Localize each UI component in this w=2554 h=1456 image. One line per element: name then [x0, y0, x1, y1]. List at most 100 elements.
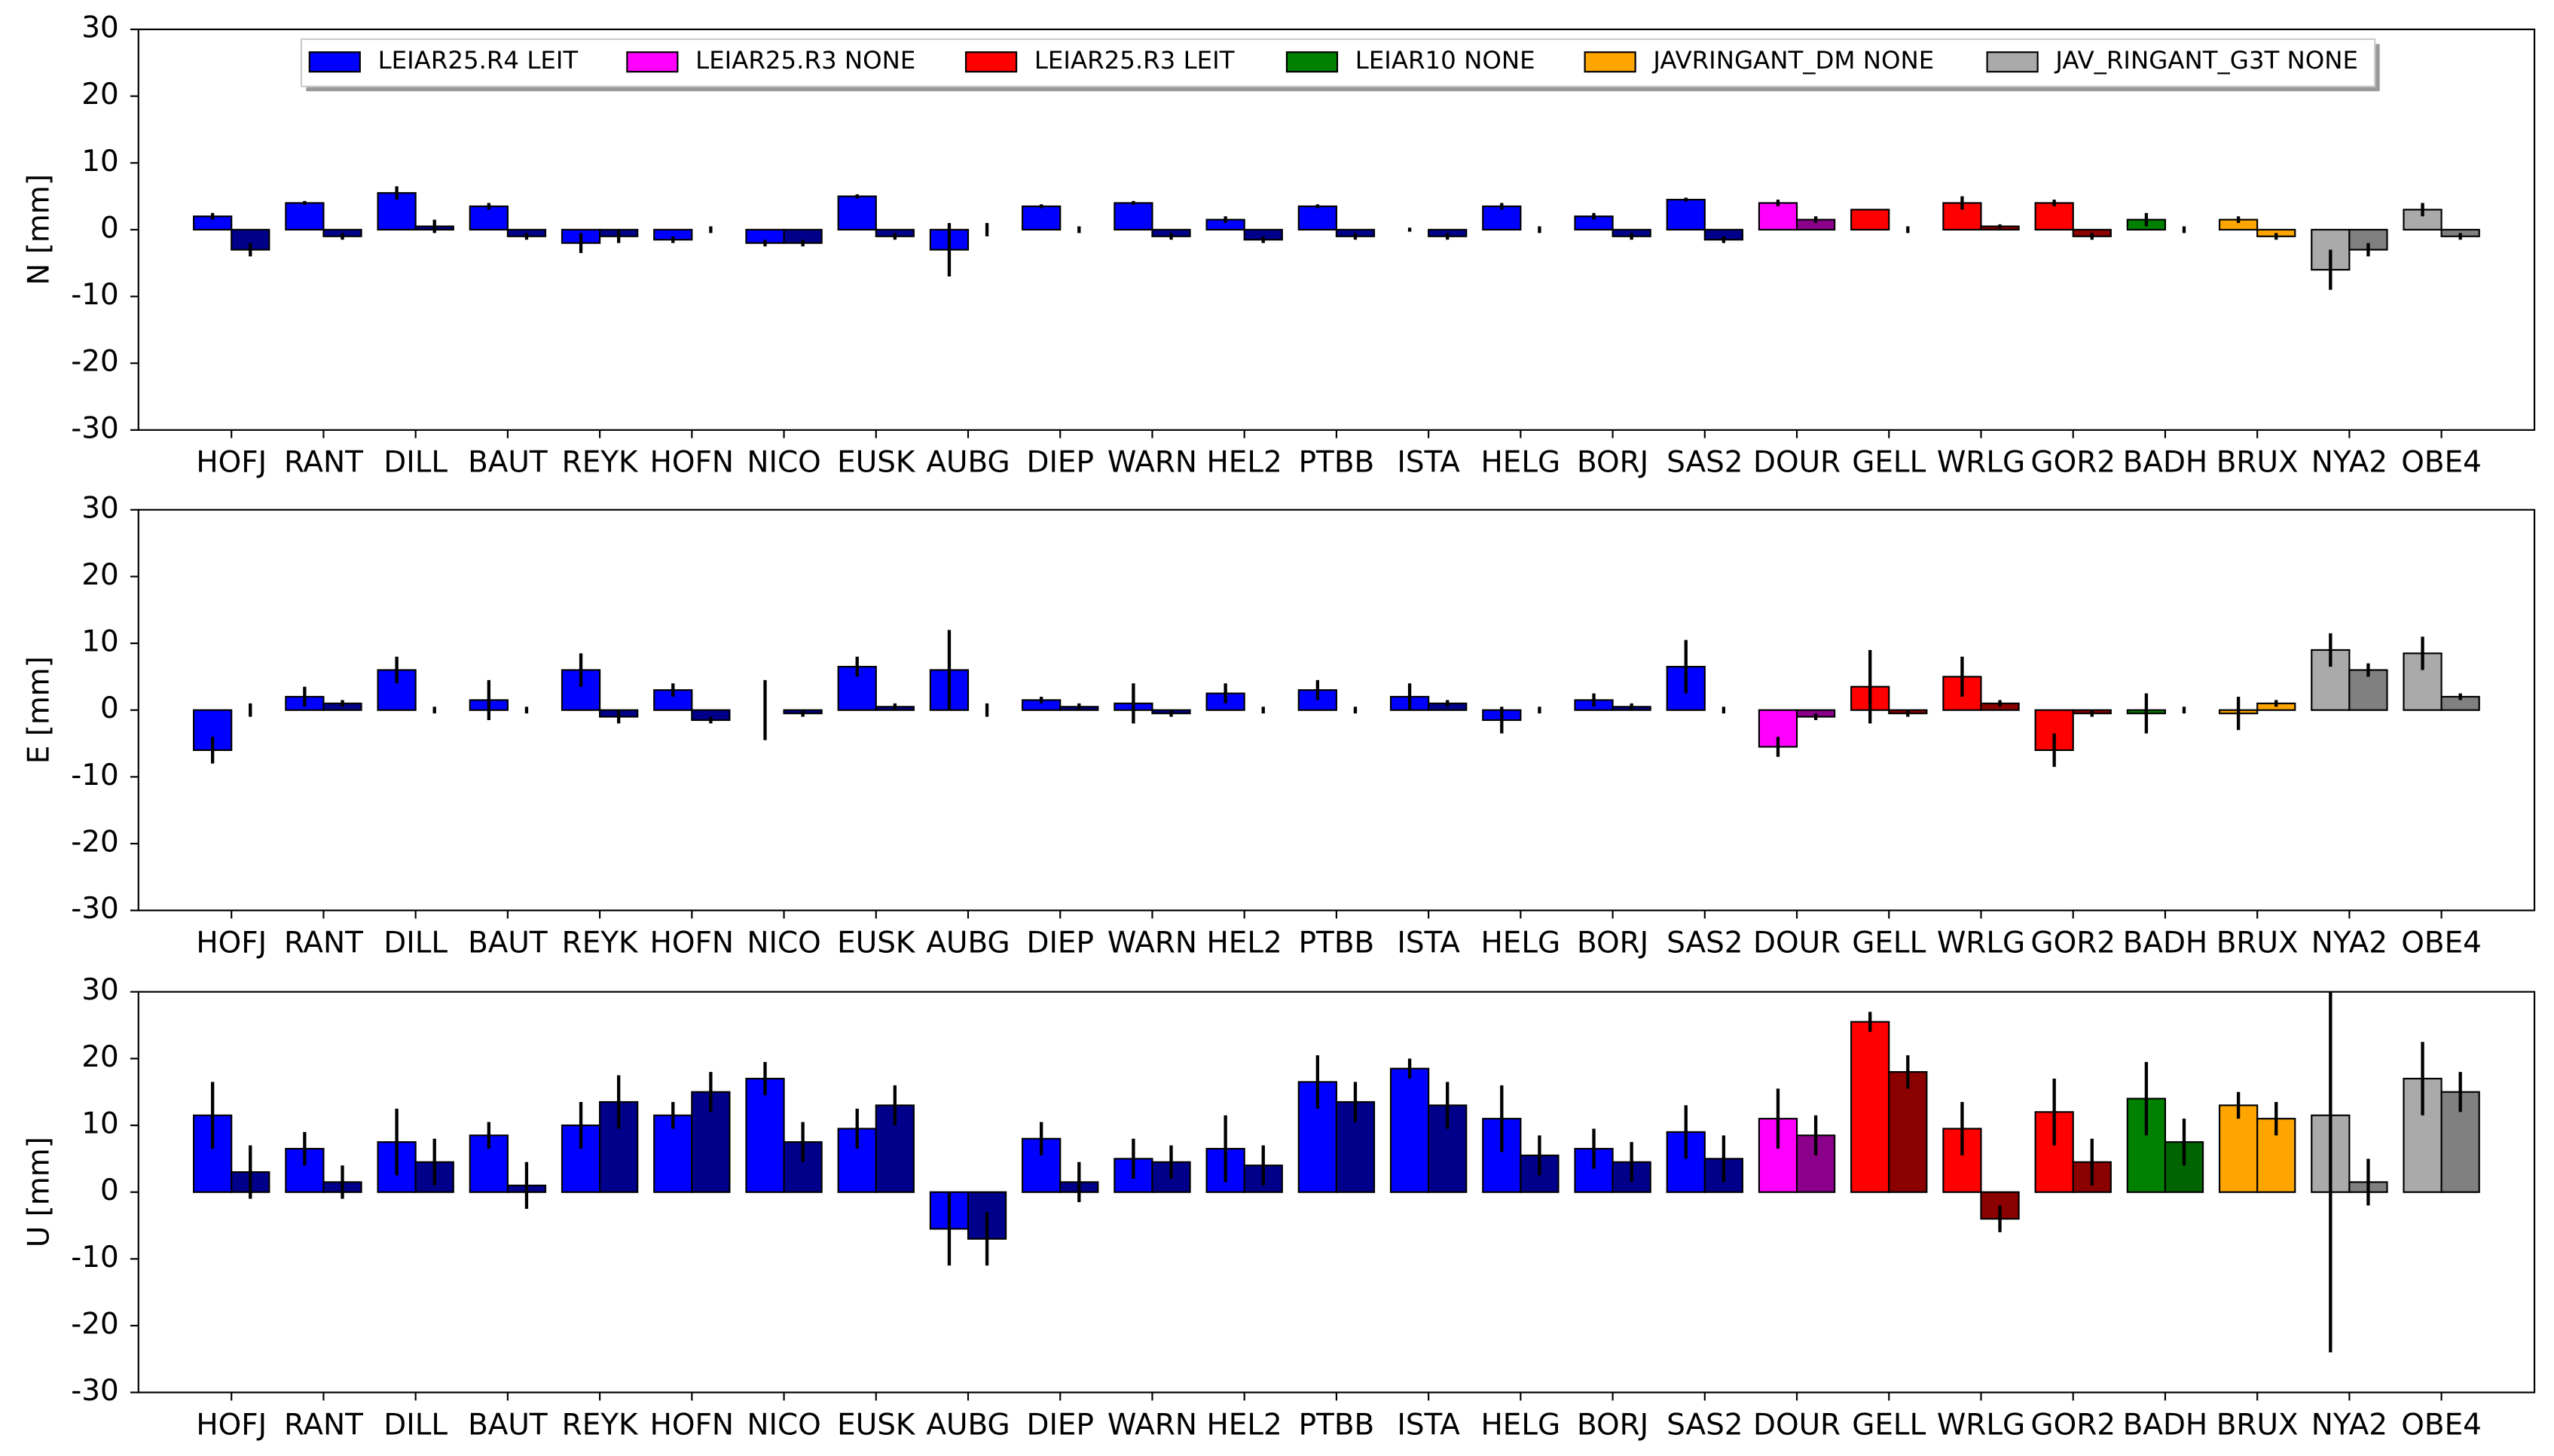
x-tick-label: AUBG	[926, 1408, 1010, 1442]
x-tick-label: BADH	[2123, 1408, 2208, 1442]
x-tick-label: NYA2	[2311, 446, 2388, 480]
axes-frame	[137, 28, 2536, 431]
x-tick-label: DIEP	[1026, 1408, 1093, 1442]
x-tick-label: NICO	[747, 446, 820, 480]
x-tick-label: PTBB	[1299, 926, 1375, 960]
x-tick-label: BORJ	[1577, 926, 1648, 960]
legend-swatch	[1584, 51, 1636, 73]
legend-label: LEIAR25.R3 LEIT	[1034, 46, 1235, 75]
bar	[1666, 198, 1706, 231]
y-tick-label: 10	[81, 625, 119, 659]
x-tick-label: AUBG	[926, 926, 1010, 960]
y-tick-label: 0	[100, 691, 119, 725]
x-tick-label: HOFN	[650, 446, 734, 480]
x-tick-label: GELL	[1852, 926, 1926, 960]
x-tick-label: WARN	[1107, 926, 1197, 960]
x-tick-label: EUSK	[837, 446, 916, 480]
x-tick-label: OBE4	[2401, 1408, 2482, 1442]
x-tick-label: BAUT	[468, 926, 548, 960]
x-tick-label: SAS2	[1667, 1408, 1743, 1442]
bar	[2034, 709, 2074, 751]
x-tick-label: BAUT	[468, 1408, 548, 1442]
bar	[1758, 202, 1798, 231]
x-tick-label: BRUX	[2216, 1408, 2299, 1442]
legend: LEIAR25.R4 LEIT LEIAR25.R3 NONE LEIAR25.R3…	[300, 38, 2380, 92]
x-tick-label: ISTA	[1397, 446, 1460, 480]
x-tick-label: DILL	[383, 1408, 448, 1442]
bar	[1389, 1067, 1430, 1193]
x-tick-label: HELG	[1481, 446, 1561, 480]
x-tick-label: DOUR	[1753, 926, 1841, 960]
x-tick-label: BORJ	[1577, 446, 1648, 480]
bar	[469, 205, 509, 231]
x-tick-label: BADH	[2123, 446, 2208, 480]
legend-label: LEIAR25.R4 LEIT	[378, 46, 579, 75]
x-tick-label: ISTA	[1397, 1408, 1460, 1442]
x-tick-label: ISTA	[1397, 926, 1460, 960]
x-tick-label: RANT	[284, 446, 363, 480]
legend-swatch	[308, 51, 361, 73]
x-tick-label: REYK	[562, 446, 639, 480]
x-tick-label: GOR2	[2030, 1408, 2116, 1442]
y-tick-label: 0	[100, 211, 119, 245]
x-tick-label: DILL	[383, 926, 448, 960]
legend-swatch	[626, 51, 679, 73]
x-tick-label: NYA2	[2311, 926, 2388, 960]
bar	[837, 195, 877, 231]
y-tick-label: -10	[71, 759, 119, 792]
y-tick-label: 10	[81, 145, 119, 179]
x-tick-label: SAS2	[1667, 446, 1743, 480]
legend-label: LEIAR10 NONE	[1355, 46, 1535, 75]
x-tick-label: RANT	[284, 1408, 363, 1442]
x-tick-label: BORJ	[1577, 1408, 1648, 1442]
bar	[1114, 202, 1153, 231]
x-tick-label: OBE4	[2401, 446, 2482, 480]
x-tick-label: DOUR	[1753, 1408, 1841, 1442]
x-tick-label: GELL	[1852, 1408, 1926, 1442]
y-tick-label: 30	[81, 491, 119, 525]
y-tick-label: 20	[81, 78, 119, 111]
y-tick-label: 20	[81, 1040, 119, 1074]
x-tick-label: RANT	[284, 926, 363, 960]
bar	[2218, 1104, 2259, 1193]
y-tick-label: -10	[71, 1241, 119, 1274]
axes-frame	[137, 508, 2536, 911]
plot-area	[193, 630, 2480, 768]
legend-swatch	[964, 51, 1018, 73]
x-tick-label: BADH	[2123, 926, 2208, 960]
x-tick-label: NICO	[747, 1408, 820, 1442]
bar	[377, 192, 417, 231]
bar	[285, 202, 325, 231]
legend-swatch	[1986, 51, 2039, 73]
x-tick-label: EUSK	[837, 926, 916, 960]
bar	[1022, 205, 1062, 231]
x-tick-label: BAUT	[468, 446, 548, 480]
x-tick-label: WRLG	[1937, 926, 2025, 960]
x-tick-label: REYK	[562, 926, 639, 960]
x-tick-label: REYK	[562, 1408, 639, 1442]
y-axis-label: E [mm]	[23, 656, 57, 764]
x-tick-label: HEL2	[1207, 926, 1282, 960]
x-tick-label: HOFJ	[196, 446, 267, 480]
legend-label: LEIAR25.R3 NONE	[695, 46, 915, 75]
y-tick-label: 0	[100, 1174, 119, 1207]
x-tick-label: PTBB	[1299, 446, 1375, 480]
x-tick-label: GOR2	[2030, 926, 2116, 960]
plot-area	[193, 991, 2480, 1353]
bar	[2164, 1141, 2204, 1193]
x-tick-label: HEL2	[1207, 446, 1282, 480]
x-tick-label: HOFJ	[196, 1408, 267, 1442]
y-tick-label: 10	[81, 1107, 119, 1141]
x-tick-label: WRLG	[1937, 446, 2025, 480]
y-tick-label: -20	[71, 826, 119, 859]
y-tick-label: -10	[71, 278, 119, 312]
y-tick-label: 30	[81, 11, 119, 45]
x-tick-label: SAS2	[1667, 926, 1743, 960]
bar	[1297, 205, 1337, 231]
bar	[1888, 1071, 1928, 1193]
y-tick-label: -30	[71, 1374, 119, 1408]
x-tick-label: DOUR	[1753, 446, 1841, 480]
y-tick-label: -20	[71, 1307, 119, 1341]
